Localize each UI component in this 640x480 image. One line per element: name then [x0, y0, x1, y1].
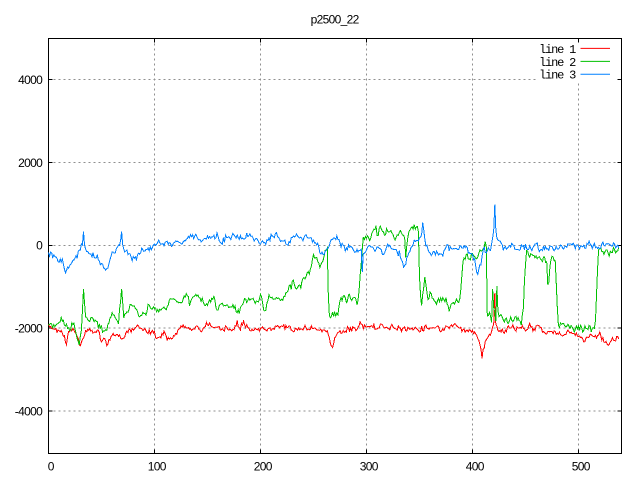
svg-text:500: 500: [572, 460, 591, 474]
svg-text:0: 0: [36, 239, 43, 253]
svg-text:400: 400: [466, 460, 485, 474]
svg-text:100: 100: [148, 460, 167, 474]
svg-text:-2000: -2000: [15, 322, 43, 336]
svg-text:-4000: -4000: [15, 405, 43, 419]
svg-text:p2500_22: p2500_22: [311, 13, 360, 27]
svg-text:2000: 2000: [18, 156, 43, 170]
svg-text:line 1: line 1: [539, 43, 576, 57]
svg-text:0: 0: [48, 460, 55, 474]
svg-text:300: 300: [360, 460, 379, 474]
svg-text:200: 200: [254, 460, 273, 474]
svg-text:line 3: line 3: [539, 69, 576, 83]
svg-text:line 2: line 2: [539, 56, 576, 70]
svg-text:4000: 4000: [18, 73, 43, 87]
